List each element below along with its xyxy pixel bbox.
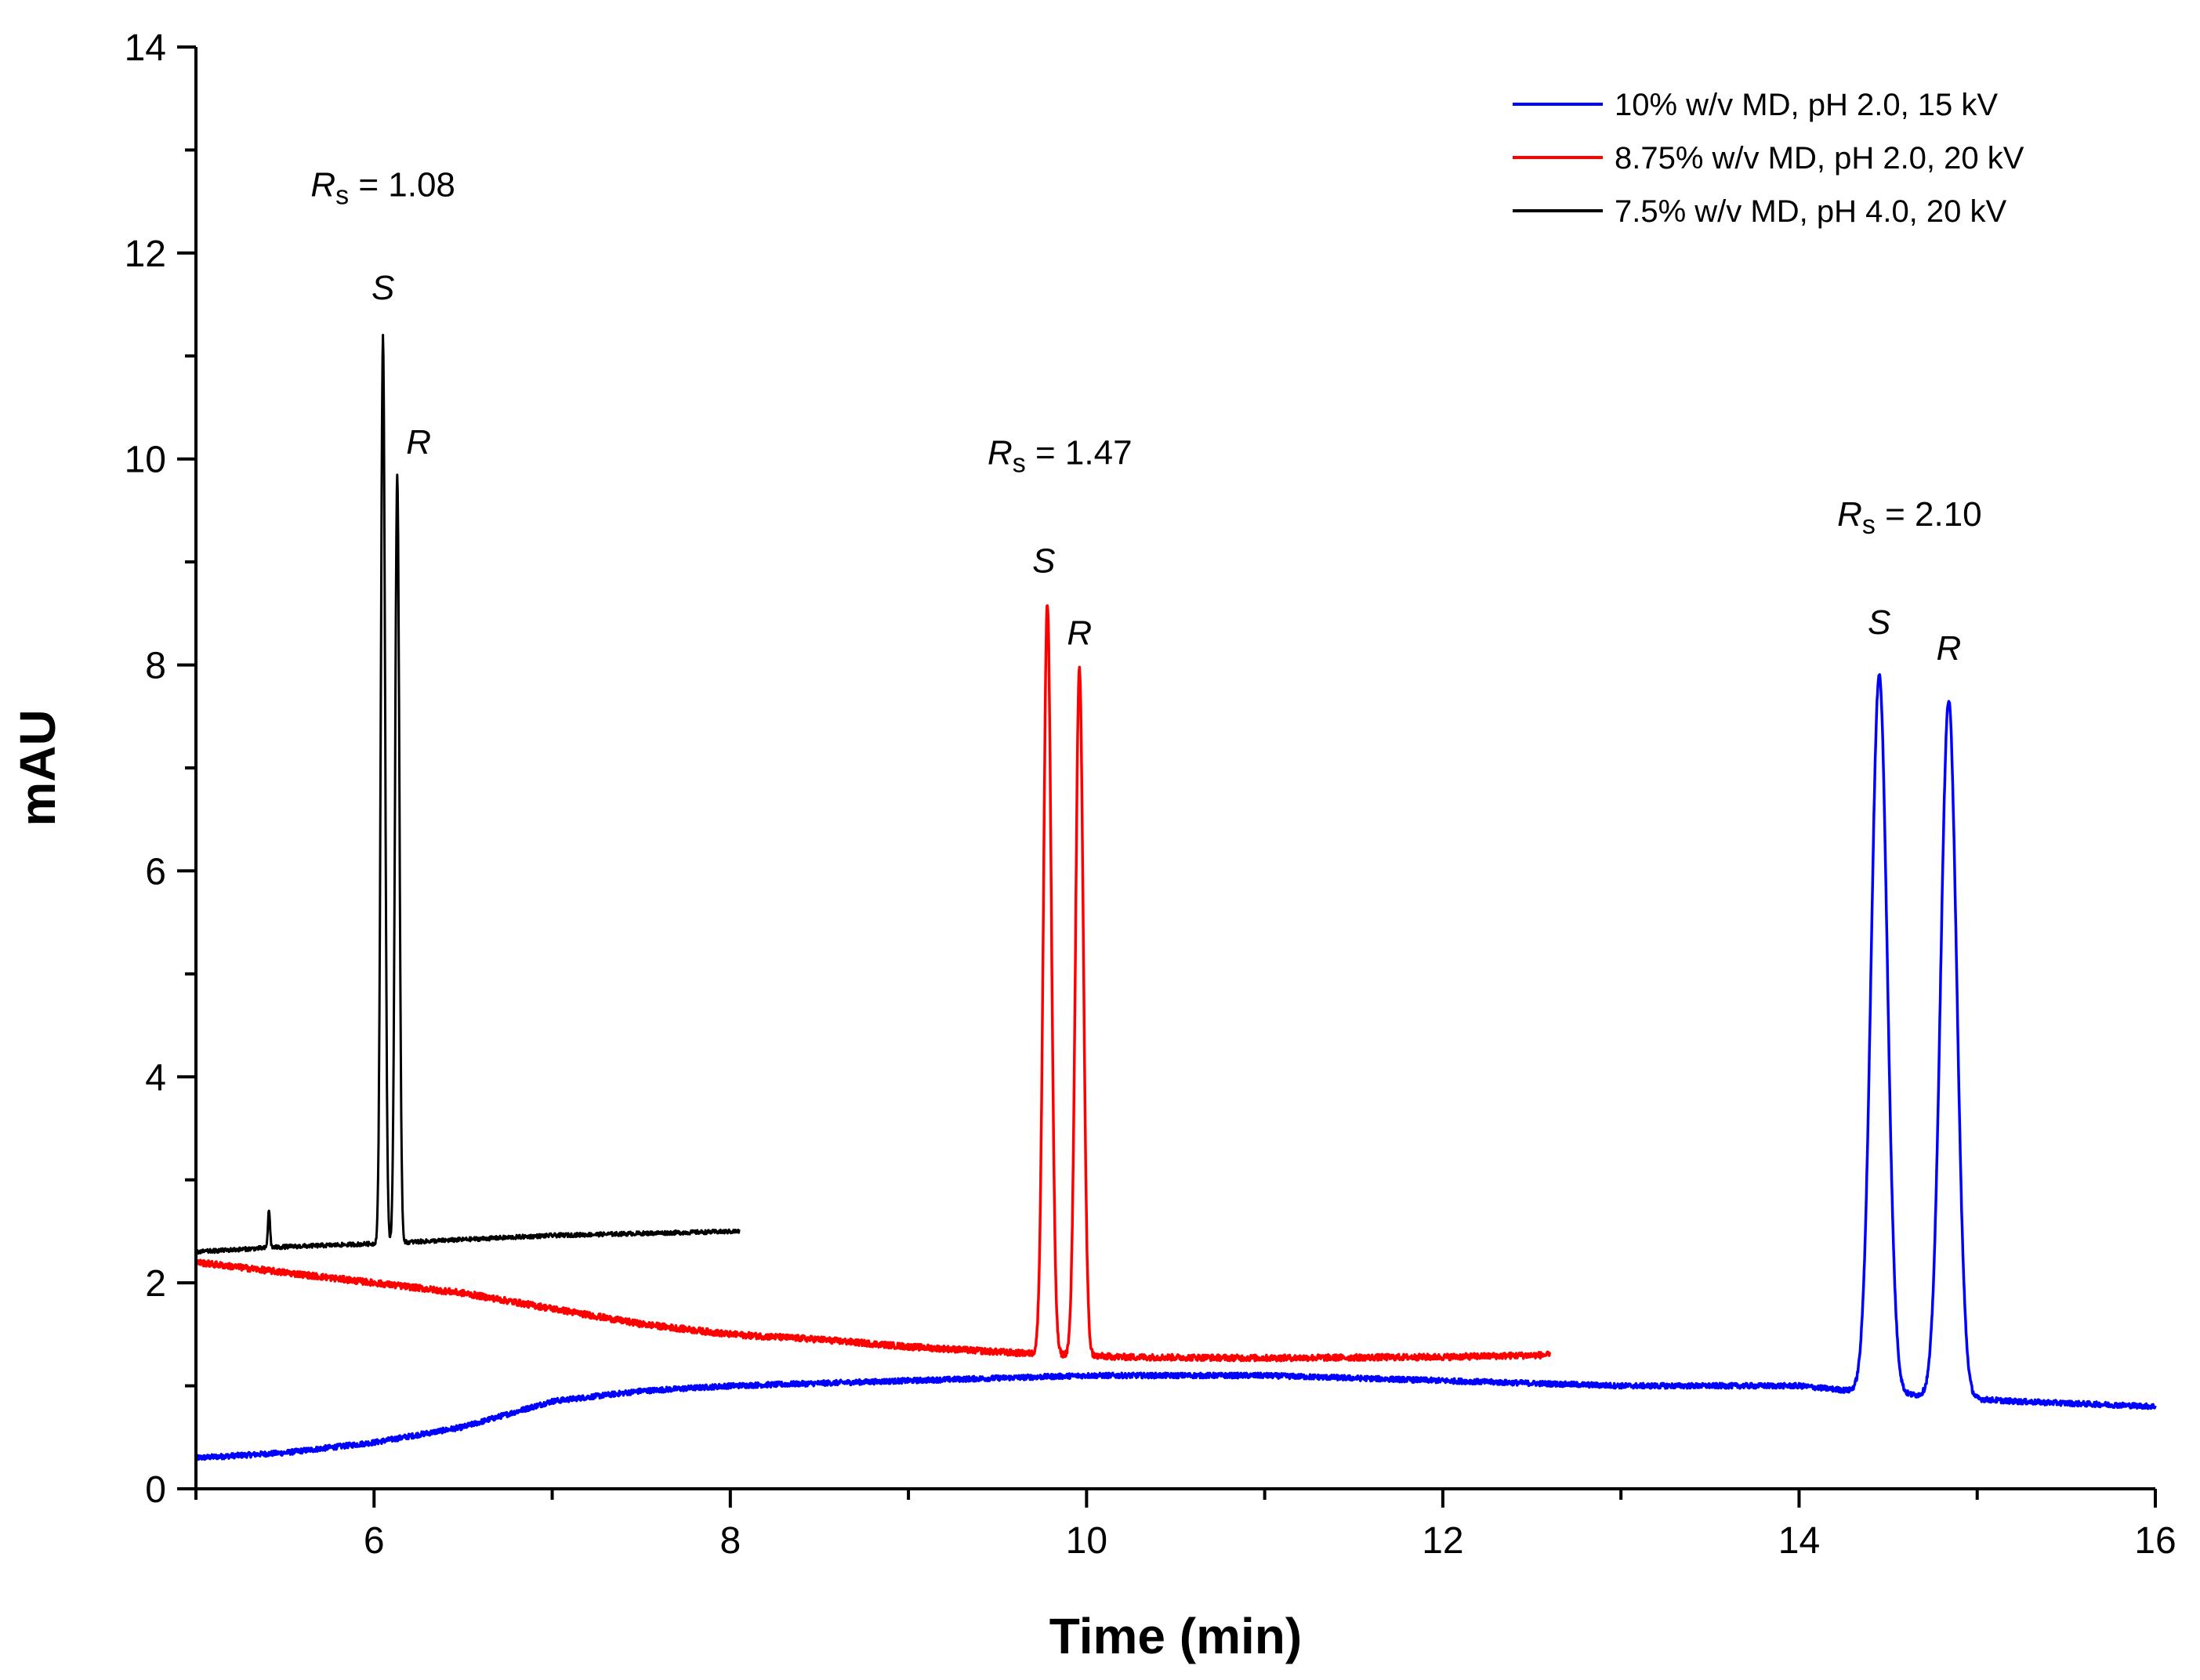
peak-label-s: S [1032, 541, 1055, 580]
x-tick-label: 14 [1778, 1520, 1820, 1562]
peak-label-s: S [1868, 603, 1890, 642]
x-tick-label: 8 [719, 1520, 741, 1562]
resolution-subscript: s [335, 181, 349, 211]
legend-label-3: 7.5% w/v MD, pH 4.0, 20 kV [1615, 194, 2007, 229]
resolution-annotation-2: Rs = 1.47 [988, 433, 1133, 478]
x-tick-label: 16 [2134, 1520, 2176, 1562]
y-tick-label: 10 [125, 440, 166, 481]
series-line-1 [194, 673, 2157, 1461]
legend: 10% w/v MD, pH 2.0, 15 kV 8.75% w/v MD, p… [1513, 88, 2024, 229]
peak-label-r: R [1067, 614, 1092, 652]
series-line-3 [195, 334, 741, 1255]
x-tick-label: 10 [1066, 1520, 1107, 1562]
legend-label-1: 10% w/v MD, pH 2.0, 15 kV [1615, 88, 1998, 122]
y-tick-label: 8 [145, 646, 166, 687]
resolution-subscript: s [1013, 448, 1026, 478]
resolution-value: = 2.10 [1876, 495, 1982, 534]
y-tick-label: 2 [145, 1263, 166, 1305]
y-tick-label: 6 [145, 851, 166, 892]
resolution-value: = 1.47 [1026, 433, 1133, 472]
resolution-symbol: R [1837, 495, 1862, 534]
peak-label-r: R [1936, 629, 1961, 668]
y-tick-label: 12 [125, 234, 166, 275]
series-line-2 [194, 604, 1552, 1363]
resolution-symbol: R [988, 433, 1013, 472]
y-tick-label: 14 [125, 27, 166, 69]
y-axis-title: mAU [9, 709, 66, 826]
resolution-symbol: R [310, 166, 335, 205]
x-tick-label: 6 [364, 1520, 385, 1562]
axes-layer: 6 8 10 12 14 16 0 2 4 6 8 10 12 14 Time (min) mAU [9, 27, 2176, 1664]
plot-layer [194, 334, 2157, 1461]
x-tick-label: 12 [1422, 1520, 1463, 1562]
peak-label-s: S [371, 269, 394, 307]
peak-label-r: R [406, 423, 431, 462]
x-axis-title: Time (min) [1049, 1608, 1302, 1664]
resolution-subscript: s [1862, 510, 1876, 540]
legend-label-2: 8.75% w/v MD, pH 2.0, 20 kV [1615, 141, 2024, 176]
resolution-annotation-1: Rs = 1.08 [310, 166, 455, 211]
resolution-value: = 1.08 [349, 166, 455, 205]
y-tick-label: 0 [145, 1469, 166, 1511]
y-tick-label: 4 [145, 1057, 166, 1099]
resolution-annotation-3: Rs = 2.10 [1837, 495, 1982, 540]
